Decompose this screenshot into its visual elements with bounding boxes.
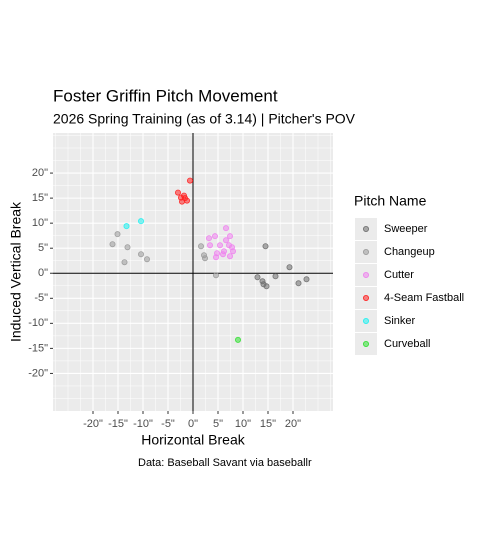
y-tick-label: -20" [28, 367, 48, 379]
data-point [226, 233, 233, 240]
x-tick-label: -20" [83, 418, 103, 430]
legend-title: Pitch Name [354, 193, 427, 209]
legend-symbol [362, 271, 369, 278]
x-tick-label: 15" [260, 418, 276, 430]
data-point [143, 256, 150, 263]
data-point [222, 225, 229, 232]
x-tick-label: 20" [285, 418, 301, 430]
data-point [262, 243, 269, 250]
legend-symbol [362, 340, 369, 347]
data-point [222, 237, 229, 244]
data-point [121, 259, 128, 266]
data-point [206, 242, 213, 249]
x-axis-title: Horizontal Break [141, 432, 245, 448]
legend-label: 4-Seam Fastball [384, 292, 464, 304]
caption: Data: Baseball Savant via baseballr [138, 457, 312, 469]
y-tick-label: 20" [32, 167, 48, 179]
legend-label: Sinker [384, 315, 416, 327]
data-point [286, 264, 293, 271]
chart-subtitle: 2026 Spring Training (as of 3.14) | Pitc… [53, 111, 356, 127]
data-point [212, 272, 219, 279]
data-point [186, 177, 193, 184]
x-tick-label: -5" [161, 418, 175, 430]
legend-label: Cutter [384, 269, 414, 281]
data-point [234, 336, 241, 343]
x-tick-label: 5" [213, 418, 223, 430]
y-tick-label: 0" [38, 267, 48, 279]
data-point [303, 276, 310, 283]
y-tick-label: 5" [38, 242, 48, 254]
y-tick-label: 15" [32, 192, 48, 204]
data-point [109, 241, 116, 248]
legend-label: Curveball [384, 338, 430, 350]
y-tick-label: -5" [34, 292, 48, 304]
x-tick-label: 10" [235, 418, 251, 430]
data-point [137, 218, 144, 225]
data-point [205, 235, 212, 242]
data-point [216, 242, 223, 249]
data-point [272, 273, 279, 280]
data-point [124, 244, 131, 251]
y-axis-title: Induced Vertical Break [8, 201, 24, 342]
data-point [254, 274, 261, 281]
legend-label: Sweeper [384, 223, 428, 235]
legend-symbol [362, 317, 369, 324]
data-point [174, 189, 181, 196]
data-point [226, 253, 233, 260]
data-point [197, 243, 204, 250]
chart-title: Foster Griffin Pitch Movement [53, 86, 278, 105]
data-point [181, 195, 188, 202]
data-point [295, 280, 302, 287]
y-tick-label: -10" [28, 317, 48, 329]
data-point [211, 233, 218, 240]
y-tick-label: -15" [28, 342, 48, 354]
legend-symbol [362, 248, 369, 255]
data-point [123, 223, 130, 230]
data-point [229, 248, 236, 255]
x-tick-label: -10" [133, 418, 153, 430]
legend-label: Changeup [384, 246, 435, 258]
legend-symbol [362, 225, 369, 232]
data-point [212, 254, 219, 261]
data-point [263, 283, 270, 290]
data-point [137, 251, 144, 258]
data-point [201, 255, 208, 262]
data-point [114, 231, 121, 238]
data-point [220, 248, 227, 255]
x-tick-label: -15" [108, 418, 128, 430]
y-tick-label: 10" [32, 217, 48, 229]
legend-symbol [362, 294, 369, 301]
x-tick-label: 0" [188, 418, 198, 430]
